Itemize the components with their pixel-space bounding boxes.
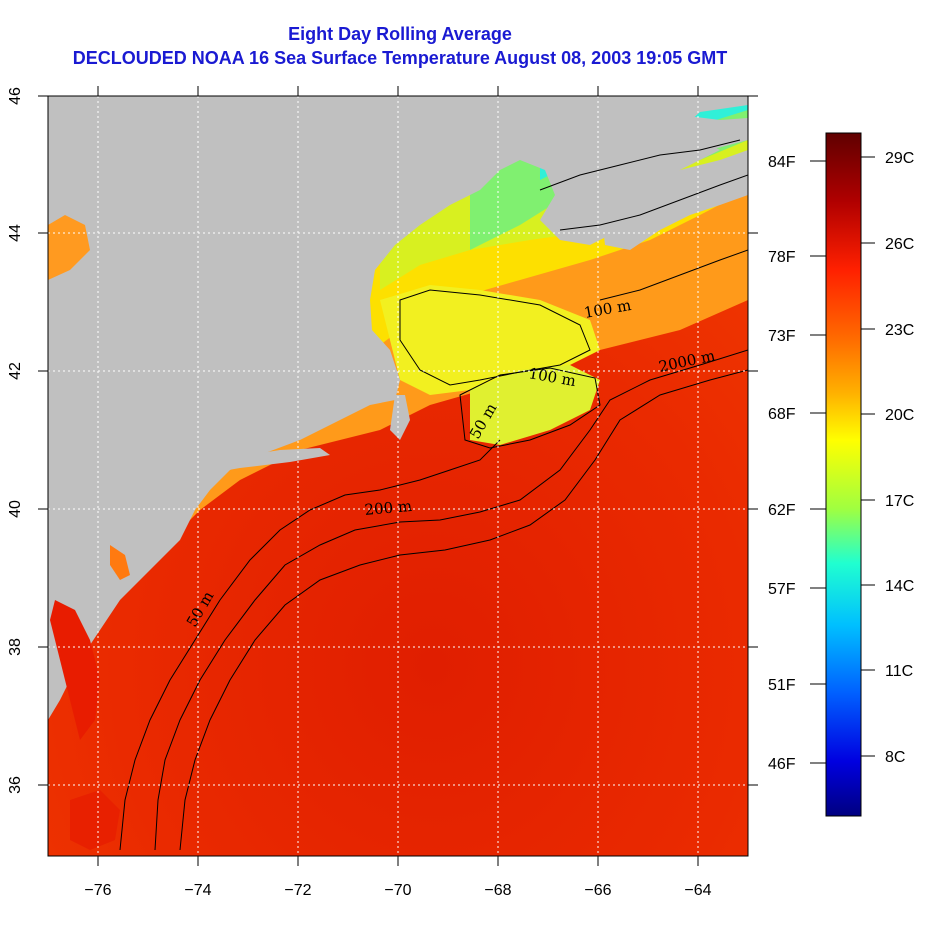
contour-scotian-shelf [539, 139, 748, 301]
x-tick-label: −74 [184, 882, 211, 899]
land-cape-breton [640, 110, 748, 150]
fahrenheit-label: 73F [768, 328, 796, 345]
temperature-colorbar [825, 132, 862, 817]
georges-bank-water [470, 365, 600, 445]
land-cape-cod [390, 395, 410, 440]
fahrenheit-label: 57F [768, 581, 796, 598]
pamlico-sound [70, 790, 120, 850]
celsius-label: 11C [885, 663, 913, 680]
contour-200m [154, 349, 748, 851]
x-tick-label: −64 [684, 882, 711, 899]
y-tick-label: 40 [7, 500, 24, 518]
y-tick-label: 36 [7, 776, 24, 794]
contour-2000m [179, 369, 748, 851]
fahrenheit-label: 84F [768, 154, 796, 171]
land-nova-scotia [600, 150, 748, 250]
celsius-label: 17C [885, 493, 914, 510]
contour-label-200m: 200 m [364, 497, 413, 519]
contour-gulf-maine [399, 289, 591, 386]
y-tick-label: 42 [7, 362, 24, 380]
x-tick-label: −72 [284, 882, 311, 899]
x-tick-label: −76 [84, 882, 111, 899]
fahrenheit-ticks [810, 160, 826, 764]
map-panel: 100 m 2000 m 100 m 50 m 200 m 50 m [48, 96, 748, 856]
land-canada [48, 96, 748, 720]
delaware-bay [110, 545, 130, 580]
fahrenheit-label: 62F [768, 502, 796, 519]
chesapeake-bay [50, 600, 100, 740]
y-tick-label: 46 [7, 87, 24, 105]
y-tick-label: 44 [7, 224, 24, 242]
fahrenheit-label: 78F [768, 249, 796, 266]
x-axis-ticks [97, 86, 699, 866]
celsius-label: 20C [885, 407, 914, 424]
land-long-island [190, 448, 330, 475]
fahrenheit-label: 51F [768, 677, 796, 694]
inland-lake-patch [48, 215, 90, 280]
x-tick-label: −70 [384, 882, 411, 899]
celsius-label: 29C [885, 150, 914, 167]
y-tick-label: 38 [7, 638, 24, 656]
celsius-label: 23C [885, 322, 914, 339]
x-tick-label: −66 [584, 882, 611, 899]
y-axis-ticks [38, 95, 758, 786]
celsius-ticks [861, 156, 875, 757]
chart-title: Eight Day Rolling Average [288, 24, 512, 44]
celsius-label: 8C [885, 749, 905, 766]
fahrenheit-label: 68F [768, 406, 796, 423]
contour-50m [119, 439, 501, 851]
fahrenheit-label: 46F [768, 756, 796, 773]
chart-subtitle: DECLOUDED NOAA 16 Sea Surface Temperatur… [72, 48, 728, 68]
celsius-label: 14C [885, 578, 914, 595]
celsius-label: 26C [885, 236, 914, 253]
x-tick-label: −68 [484, 882, 511, 899]
grid-lines [48, 96, 748, 856]
